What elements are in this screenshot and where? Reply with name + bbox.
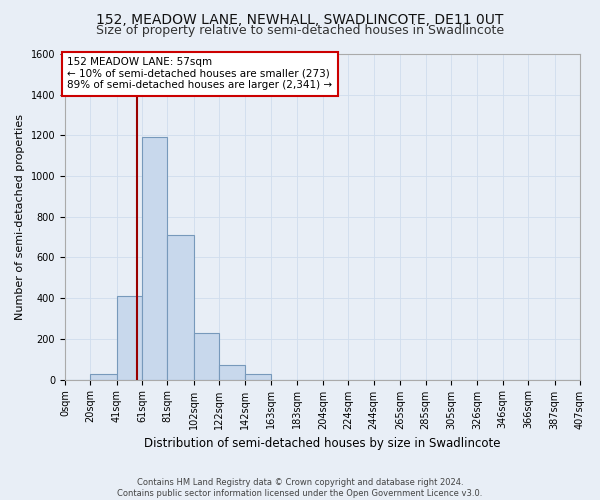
- Bar: [117, 296, 142, 380]
- X-axis label: Distribution of semi-detached houses by size in Swadlincote: Distribution of semi-detached houses by …: [144, 437, 501, 450]
- Y-axis label: Number of semi-detached properties: Number of semi-detached properties: [15, 114, 25, 320]
- Bar: [142, 138, 167, 380]
- Bar: [220, 366, 245, 380]
- Text: Size of property relative to semi-detached houses in Swadlincote: Size of property relative to semi-detach…: [96, 24, 504, 37]
- Text: 152 MEADOW LANE: 57sqm
← 10% of semi-detached houses are smaller (273)
89% of se: 152 MEADOW LANE: 57sqm ← 10% of semi-det…: [67, 58, 332, 90]
- Text: Contains HM Land Registry data © Crown copyright and database right 2024.
Contai: Contains HM Land Registry data © Crown c…: [118, 478, 482, 498]
- Text: 152, MEADOW LANE, NEWHALL, SWADLINCOTE, DE11 0UT: 152, MEADOW LANE, NEWHALL, SWADLINCOTE, …: [97, 12, 503, 26]
- Bar: [194, 333, 220, 380]
- Bar: [90, 374, 117, 380]
- Bar: [167, 235, 194, 380]
- Bar: [245, 374, 271, 380]
